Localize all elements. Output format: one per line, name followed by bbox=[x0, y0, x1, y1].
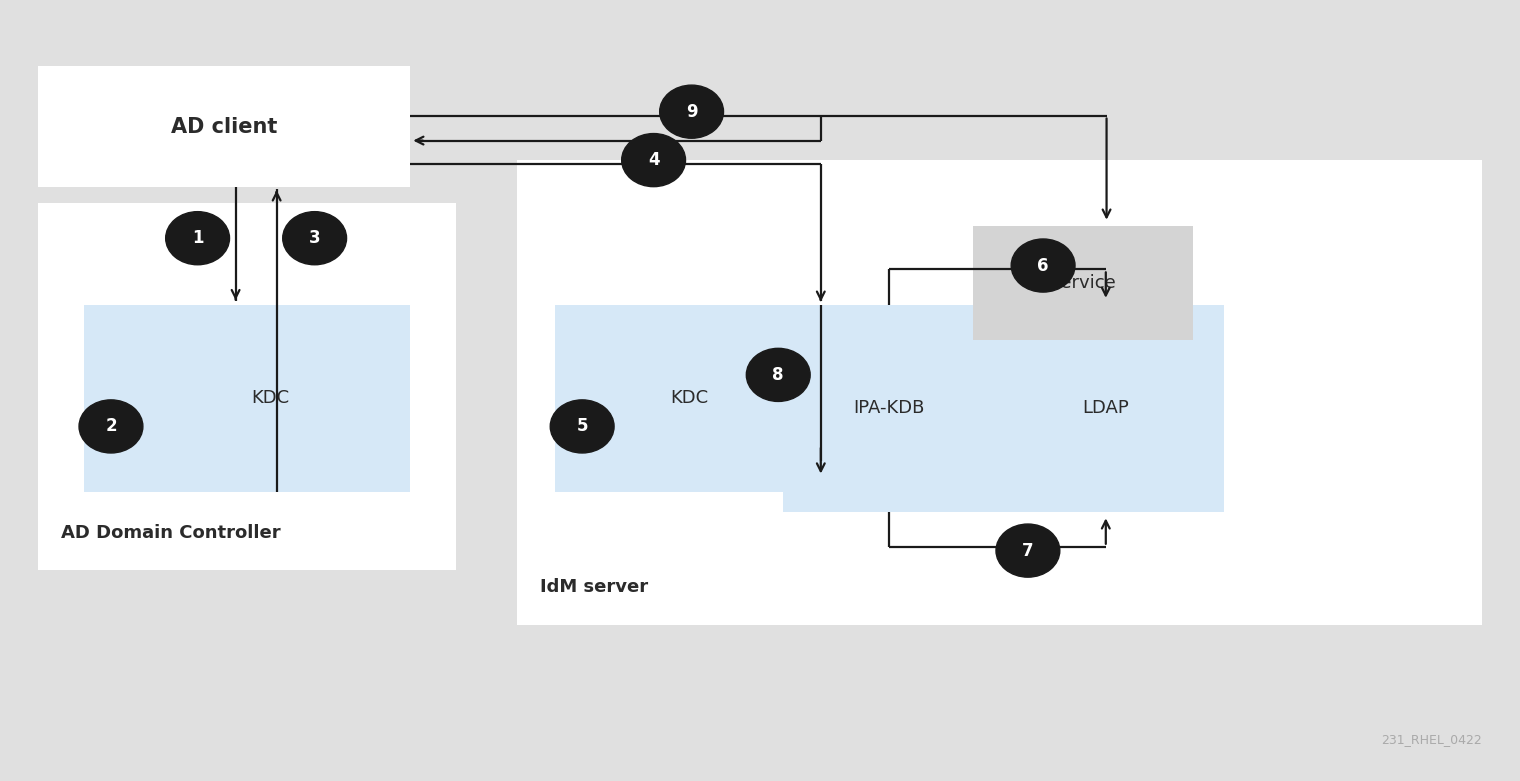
Text: KDC: KDC bbox=[670, 389, 708, 408]
Text: 5: 5 bbox=[576, 417, 588, 436]
Ellipse shape bbox=[746, 348, 810, 401]
Text: 3: 3 bbox=[309, 229, 321, 248]
Text: AD Domain Controller: AD Domain Controller bbox=[61, 523, 280, 542]
FancyBboxPatch shape bbox=[38, 39, 1490, 726]
FancyBboxPatch shape bbox=[38, 66, 410, 187]
Ellipse shape bbox=[283, 212, 347, 265]
FancyBboxPatch shape bbox=[38, 203, 456, 570]
Ellipse shape bbox=[550, 400, 614, 453]
FancyBboxPatch shape bbox=[973, 226, 1193, 340]
Text: LDAP: LDAP bbox=[1082, 399, 1129, 417]
Text: 6: 6 bbox=[1037, 256, 1049, 275]
Text: AD client: AD client bbox=[172, 117, 277, 137]
Ellipse shape bbox=[660, 85, 724, 138]
FancyBboxPatch shape bbox=[555, 305, 790, 492]
Ellipse shape bbox=[622, 134, 686, 187]
FancyBboxPatch shape bbox=[783, 305, 996, 512]
Ellipse shape bbox=[79, 400, 143, 453]
Text: IPA-KDB: IPA-KDB bbox=[854, 399, 924, 417]
Text: 4: 4 bbox=[648, 151, 660, 169]
FancyBboxPatch shape bbox=[988, 305, 1224, 512]
Ellipse shape bbox=[996, 524, 1059, 577]
Text: KDC: KDC bbox=[251, 389, 289, 408]
Text: 7: 7 bbox=[1021, 541, 1034, 560]
Ellipse shape bbox=[1011, 239, 1075, 292]
Text: 9: 9 bbox=[686, 102, 698, 121]
FancyBboxPatch shape bbox=[517, 160, 1482, 625]
Text: 1: 1 bbox=[192, 229, 204, 248]
Text: 8: 8 bbox=[772, 366, 784, 384]
Text: IdM server: IdM server bbox=[540, 578, 648, 597]
Text: 231_RHEL_0422: 231_RHEL_0422 bbox=[1382, 733, 1482, 746]
Text: Service: Service bbox=[1050, 274, 1116, 292]
Ellipse shape bbox=[166, 212, 230, 265]
FancyBboxPatch shape bbox=[84, 305, 410, 492]
Text: 2: 2 bbox=[105, 417, 117, 436]
